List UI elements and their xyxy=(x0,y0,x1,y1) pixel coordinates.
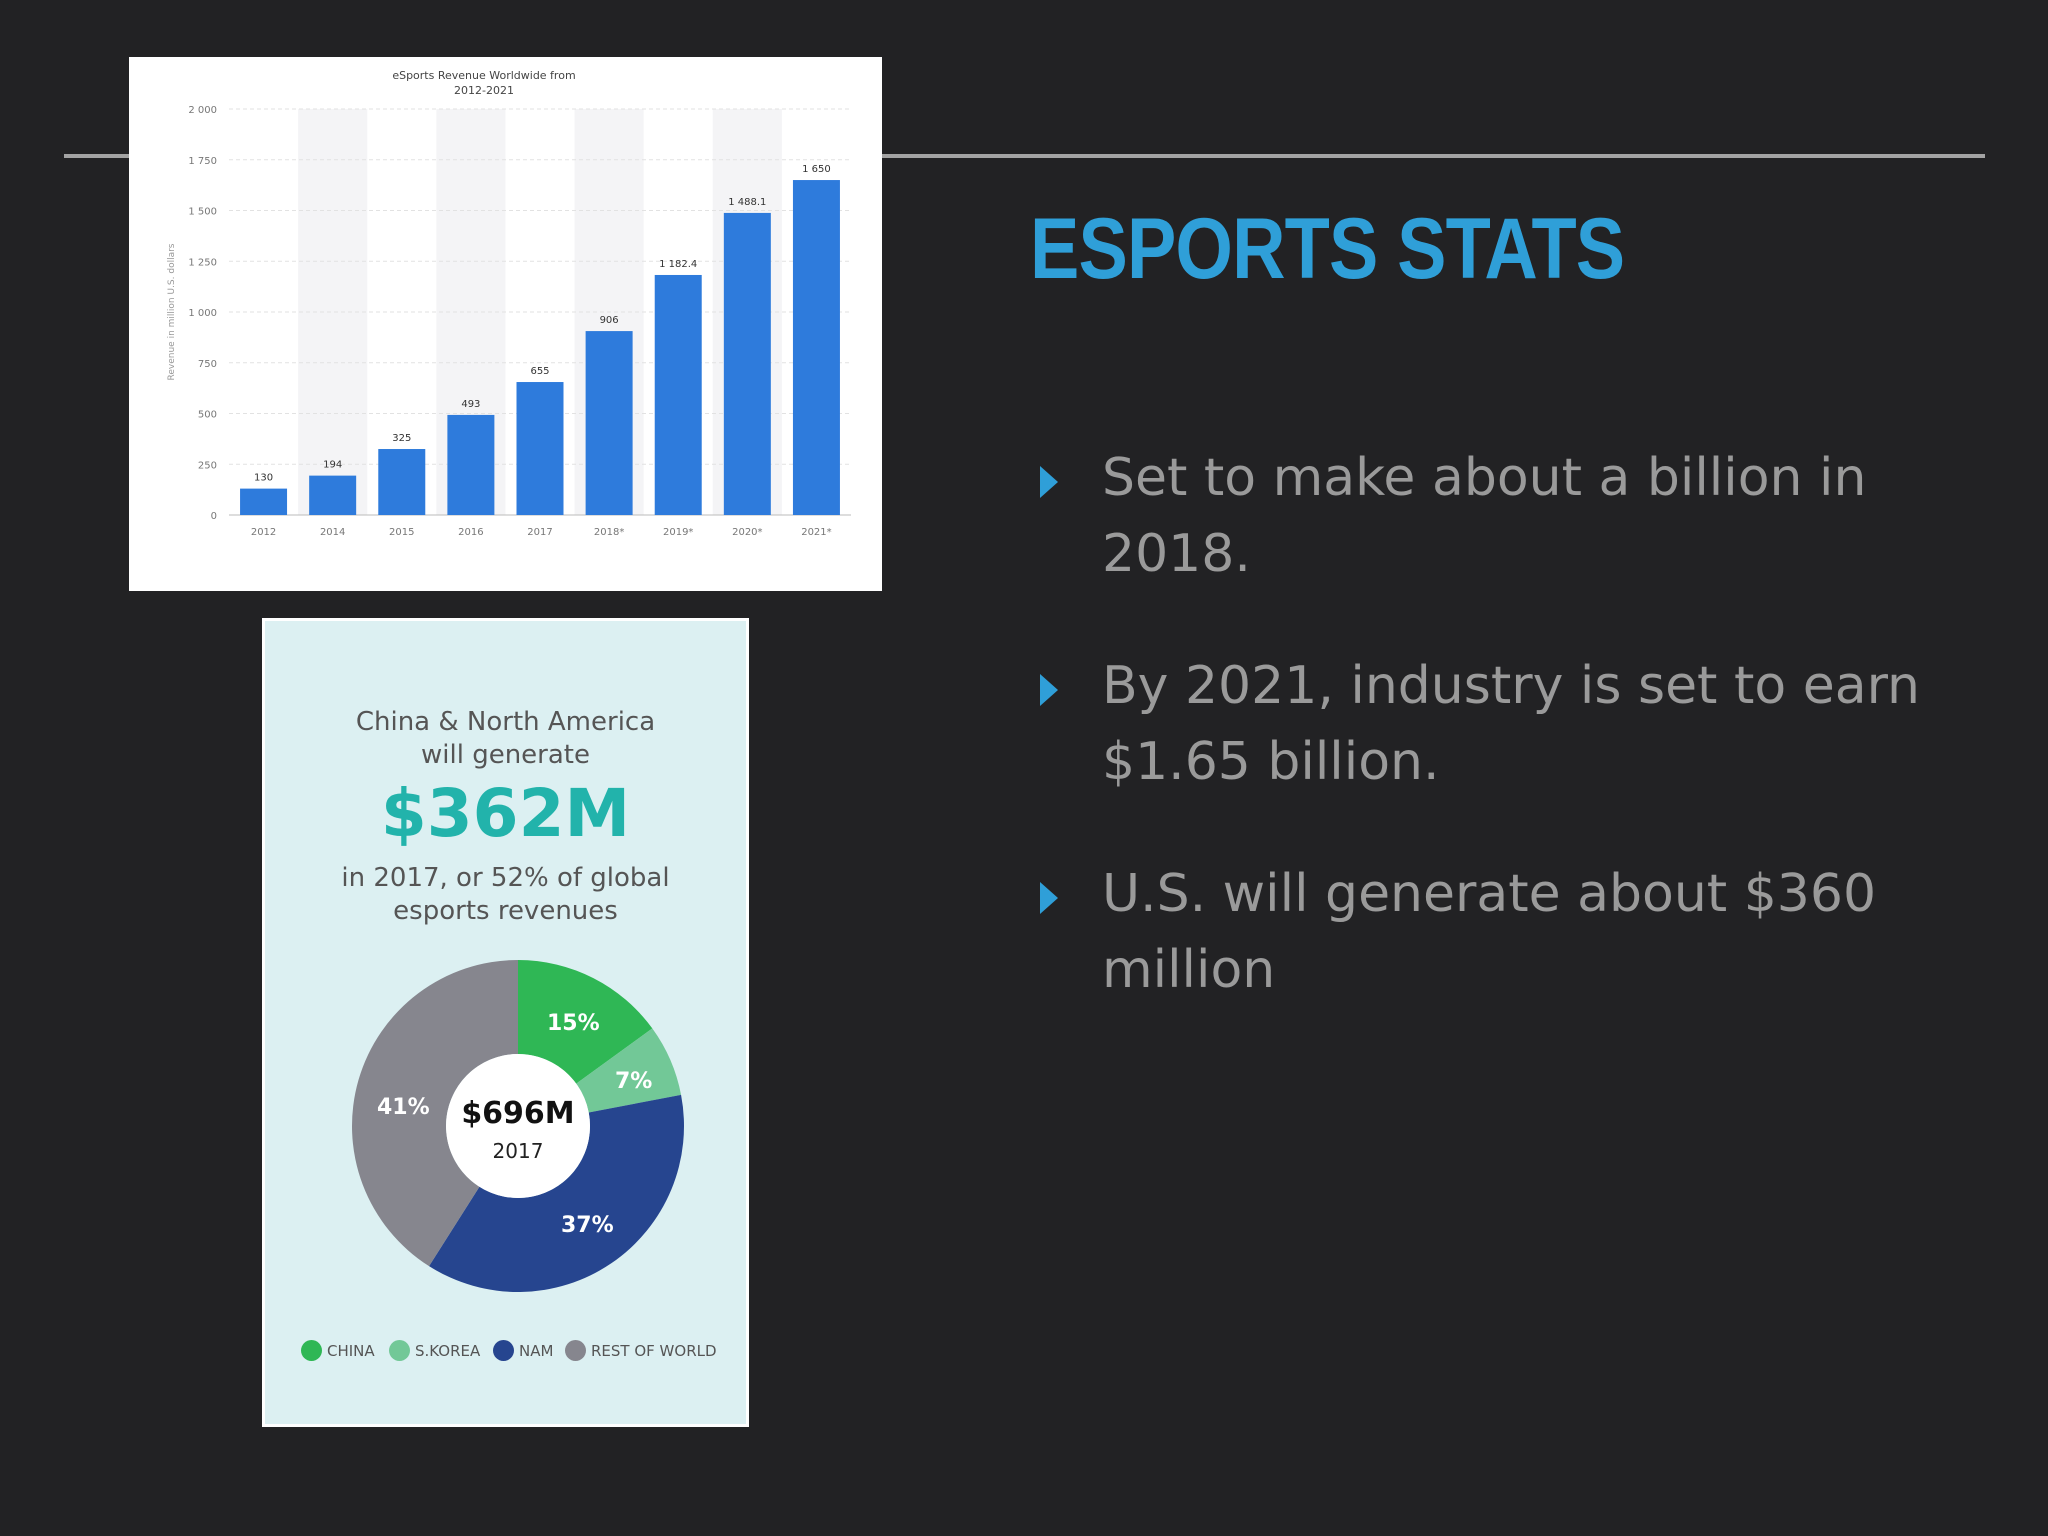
x-tick-label: 2018* xyxy=(594,527,624,538)
slice-rest-of-world xyxy=(352,960,518,1267)
y-tick-label: 1 250 xyxy=(188,257,217,268)
x-tick-label: 2019* xyxy=(663,527,693,538)
donut-hole xyxy=(446,1054,590,1198)
legend-dot-rest-of-world xyxy=(565,1340,586,1361)
slice-label-nam: 37% xyxy=(561,1213,614,1238)
x-tick-label: 2021* xyxy=(801,527,831,538)
bullet-text-line-1: Set to make about a billion in xyxy=(1102,448,1867,508)
bullet-text-line-1: U.S. will generate about $360 xyxy=(1102,864,1877,924)
revenue-bar-chart: eSports Revenue Worldwide from 2012-2021… xyxy=(129,57,882,591)
y-tick-label: 750 xyxy=(198,359,217,370)
slice-label-rest-of-world: 41% xyxy=(377,1095,430,1120)
legend-dot-s-korea xyxy=(389,1340,410,1361)
bar-value-label: 1 488.1 xyxy=(728,197,766,208)
slide-title: ESPORTS STATS xyxy=(1030,201,1625,297)
infographic-subline-2: esports revenues xyxy=(393,896,618,926)
bar-value-label: 194 xyxy=(323,460,342,471)
bullet-item: By 2021, industry is set to earn $1.65 b… xyxy=(1030,648,2020,800)
legend-label-nam: NAM xyxy=(519,1342,554,1360)
bullet-text-line-1: By 2021, industry is set to earn xyxy=(1102,656,1920,716)
bullet-text-line-2: 2018. xyxy=(1102,524,1251,584)
bar-value-label: 1 182.4 xyxy=(659,259,697,270)
x-tick-label: 2017 xyxy=(527,527,552,538)
y-tick-label: 500 xyxy=(198,410,217,421)
bar xyxy=(723,212,771,515)
bar-value-label: 1 650 xyxy=(802,164,831,175)
infographic-highlight-value: $362M xyxy=(380,775,631,852)
x-tick-label: 2020* xyxy=(732,527,762,538)
revenue-donut-svg xyxy=(352,960,684,1292)
bar xyxy=(792,180,840,516)
bar-value-label: 325 xyxy=(392,433,411,444)
bullet-item: Set to make about a billion in 2018. xyxy=(1030,440,2020,592)
infographic-headline-line-2: will generate xyxy=(421,740,590,770)
bar xyxy=(585,331,633,515)
bar xyxy=(309,475,357,515)
legend-dot-nam xyxy=(493,1340,514,1361)
bullet-list: Set to make about a billion in 2018. By … xyxy=(1030,440,2020,1064)
infographic-subline-1: in 2017, or 52% of global xyxy=(341,863,670,893)
y-tick-label: 1 500 xyxy=(188,207,217,218)
bar-value-label: 906 xyxy=(600,315,619,326)
regional-revenue-infographic: China & North America will generate $362… xyxy=(262,618,749,1427)
legend-dot-china xyxy=(301,1340,322,1361)
bar xyxy=(378,449,426,515)
slice-label-s-korea: 7% xyxy=(615,1069,653,1094)
bullet-triangle-icon xyxy=(1040,882,1058,914)
bar xyxy=(654,274,702,515)
donut-center-total: $696M xyxy=(461,1096,575,1131)
bar-value-label: 493 xyxy=(461,399,480,410)
bar-value-label: 130 xyxy=(254,473,273,484)
bullet-item: U.S. will generate about $360 million xyxy=(1030,856,2020,1008)
revenue-donut-chart: $696M 2017 15% 7% 37% 41% xyxy=(351,959,685,1293)
x-tick-label: 2012 xyxy=(251,527,276,538)
chart-title-line-2: 2012-2021 xyxy=(454,84,514,97)
bullet-text-line-2: $1.65 billion. xyxy=(1102,732,1440,792)
revenue-bar-chart-svg: eSports Revenue Worldwide from 2012-2021… xyxy=(167,69,851,538)
slice-label-china: 15% xyxy=(547,1011,600,1036)
x-tick-label: 2014 xyxy=(320,527,345,538)
title-divider xyxy=(64,154,1985,158)
x-tick-label: 2015 xyxy=(389,527,414,538)
y-tick-label: 1 000 xyxy=(188,308,217,319)
donut-center-year: 2017 xyxy=(492,1139,544,1163)
y-tick-label: 1 750 xyxy=(188,156,217,167)
legend-label-rest-of-world: REST OF WORLD xyxy=(591,1342,717,1360)
slice-s-korea xyxy=(576,1028,682,1113)
bar xyxy=(240,488,288,515)
donut-legend: CHINA S.KOREA NAM REST OF WORLD xyxy=(301,1337,731,1365)
bar-value-label: 655 xyxy=(530,366,549,377)
y-tick-label: 2 000 xyxy=(188,105,217,116)
bullet-text-line-2: million xyxy=(1102,940,1276,1000)
slice-nam xyxy=(429,1094,684,1292)
bar xyxy=(447,414,495,515)
legend-label-china: CHINA xyxy=(327,1342,375,1360)
bullet-triangle-icon xyxy=(1040,466,1058,498)
y-tick-label: 250 xyxy=(198,460,217,471)
infographic-headline-line-1: China & North America xyxy=(355,707,656,737)
bar xyxy=(516,382,564,515)
bullet-triangle-icon xyxy=(1040,674,1058,706)
chart-title-line-1: eSports Revenue Worldwide from xyxy=(392,69,575,82)
x-tick-label: 2016 xyxy=(458,527,483,538)
y-tick-label: 0 xyxy=(211,511,217,522)
slice-china xyxy=(518,960,653,1084)
y-axis-label: Revenue in million U.S. dollars xyxy=(167,243,177,380)
legend-label-s-korea: S.KOREA xyxy=(415,1342,481,1360)
